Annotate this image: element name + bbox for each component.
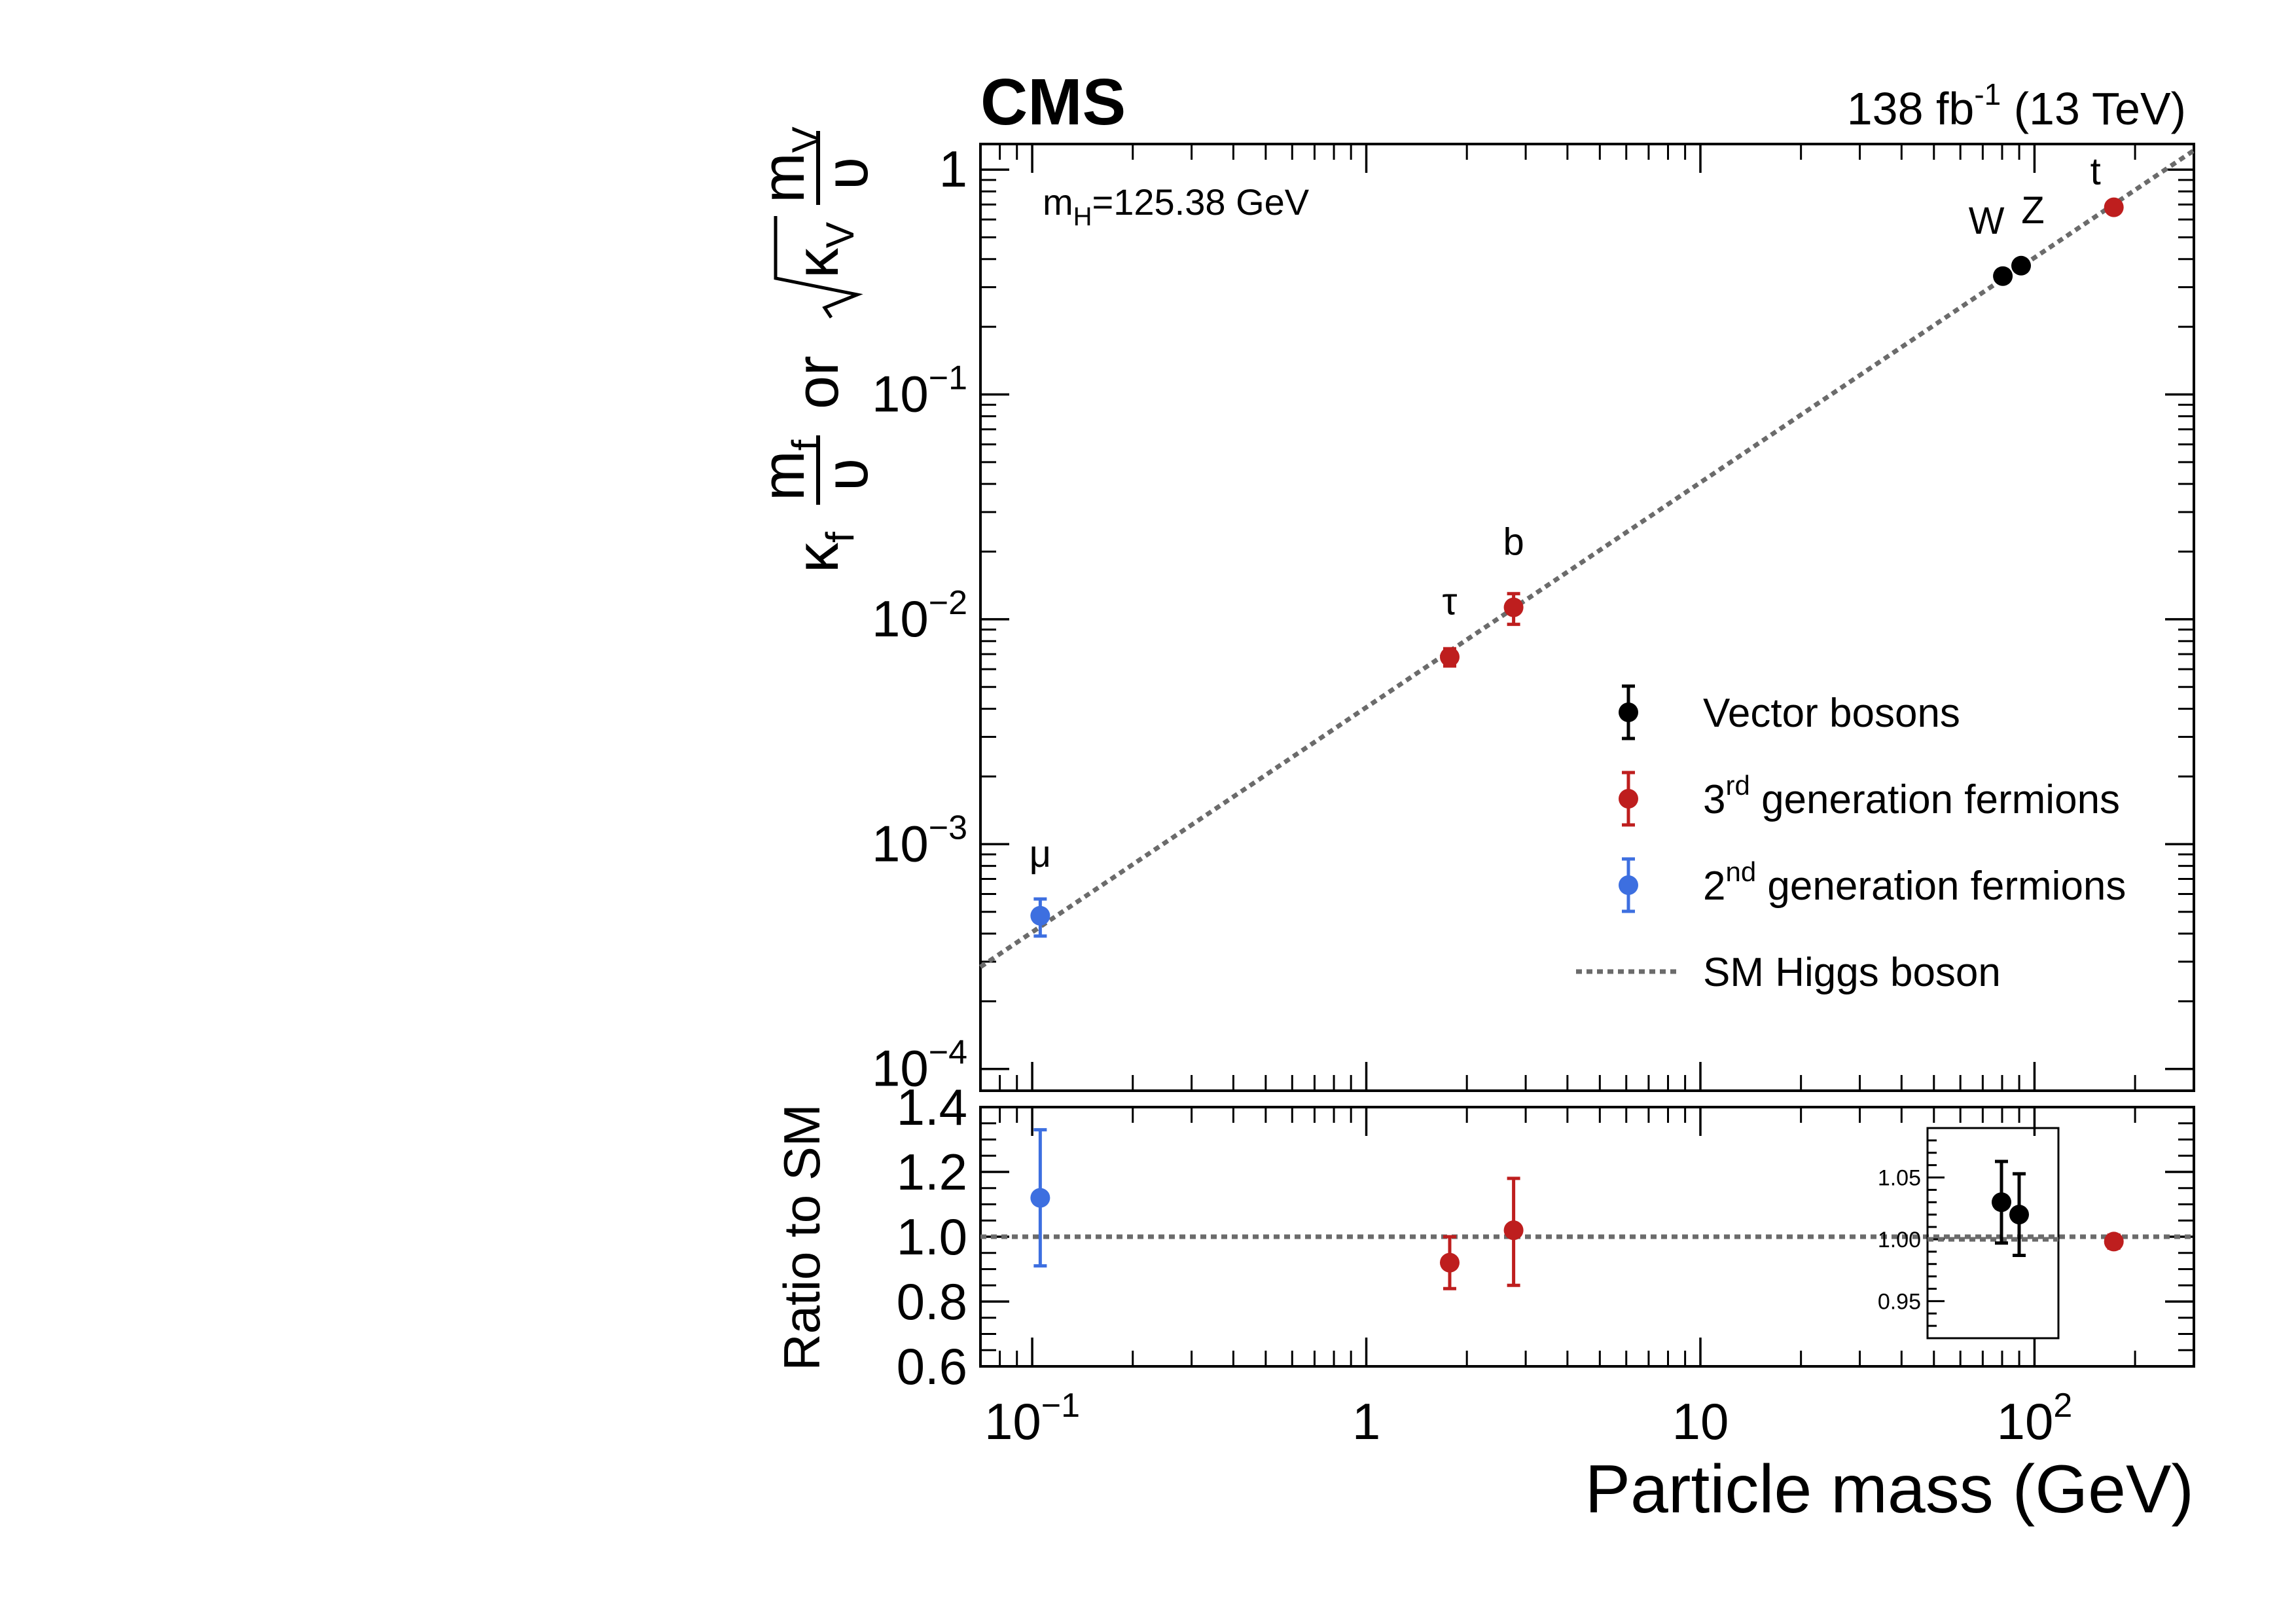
x-axis-label: Particle mass (GeV): [1585, 1451, 2194, 1527]
inset-panel: 0.95 1.00 1.05: [1878, 1127, 2060, 1340]
sm-higgs-line: [979, 148, 2195, 969]
ratio-point: [1503, 1220, 1524, 1241]
x-tick-label: 102: [1997, 1387, 2073, 1450]
higgs-mass-annotation: mH=125.38 GeV: [1043, 181, 1310, 231]
x-tick-label: 1: [1352, 1393, 1380, 1450]
particle-label: t: [2090, 151, 2101, 193]
main-panel: 1 10−1 10−2 10−3 10−4 μ τ b W Zt mH=125.38 GeV V…: [872, 140, 2195, 1097]
cms-label: CMS: [980, 65, 1126, 139]
legend-label: 2nd generation fermions: [1703, 856, 2126, 909]
ratio-point: [2104, 1231, 2124, 1252]
ratio-point: [1439, 1252, 1460, 1273]
main-y-tick-labels: 1 10−1 10−2 10−3 10−4: [872, 140, 967, 1097]
y-tick-label: 10−2: [872, 584, 967, 647]
main-axis-ticks: [979, 144, 2195, 1091]
data-point: [2104, 197, 2124, 217]
inset-content: 0.95 1.00 1.05: [1878, 1139, 2058, 1327]
y-tick-label: 1: [939, 140, 967, 198]
data-point: [2011, 255, 2032, 276]
svg-text:κf: κf: [784, 532, 862, 573]
inset-tick-label: 1.05: [1878, 1166, 1921, 1191]
y-tick-label: 10−3: [872, 809, 967, 872]
ratio-y-tick-label: 0.6: [897, 1338, 967, 1395]
particle-label: W: [1969, 200, 2005, 242]
ratio-point: [1030, 1188, 1050, 1208]
inset-point: [1992, 1192, 2011, 1213]
svg-text:or: or: [784, 356, 851, 409]
main-frame: [979, 143, 2195, 1092]
ratio-axis-ticks: [979, 1106, 2195, 1368]
svg-text:υ: υ: [814, 157, 880, 190]
ratio-data-points: [1030, 1128, 2124, 1290]
main-data-points: μ τ b W Zt: [1030, 151, 2124, 938]
particle-label: b: [1503, 521, 1524, 564]
ratio-axis-label: Ratio to SM: [773, 1104, 831, 1370]
ratio-y-tick-labels: 0.6 0.8 1.0 1.2 1.4: [897, 1078, 967, 1395]
x-tick-labels: 10−1 1 10 102: [984, 1387, 2072, 1450]
legend-marker: [1619, 789, 1638, 809]
data-point: [1993, 266, 2013, 286]
svg-text:κV: κV: [784, 222, 862, 278]
legend-marker: [1619, 875, 1638, 895]
legend-marker: [1619, 702, 1638, 722]
inset-point: [2009, 1205, 2029, 1225]
y-tick-label: 10−1: [872, 359, 967, 423]
x-tick-label: 10: [1672, 1393, 1729, 1450]
y-axis-label: κf mf υ or κV mV υ: [750, 126, 880, 573]
ratio-y-tick-label: 1.4: [897, 1078, 967, 1136]
particle-label: μ: [1030, 833, 1051, 875]
inset-frame: [1926, 1127, 2060, 1340]
ratio-y-tick-label: 0.8: [897, 1273, 967, 1330]
data-point: [1503, 597, 1524, 617]
svg-text:mV: mV: [750, 126, 828, 203]
luminosity-label: 138 fb-1 (13 TeV): [1847, 77, 2186, 134]
legend-label: 3rd generation fermions: [1703, 770, 2120, 822]
legend-label: SM Higgs boson: [1703, 950, 2001, 995]
legend-label: Vector bosons: [1703, 691, 1960, 736]
inset-tick-label: 1.00: [1878, 1228, 1921, 1252]
inset-tick-label: 0.95: [1878, 1289, 1921, 1314]
ratio-y-tick-label: 1.0: [897, 1208, 967, 1266]
particle-label: τ: [1443, 580, 1458, 623]
y-tick-label: 10−4: [872, 1034, 967, 1097]
x-tick-label: 10−1: [984, 1387, 1080, 1450]
data-point: [1439, 647, 1460, 667]
data-point: [1030, 905, 1050, 926]
legend: Vector bosons 3rd generation fermions 2nd …: [1576, 684, 2126, 995]
ratio-panel: 0.6 0.8 1.0 1.2 1.4 0.95 1.00 1.05 10−1 1 10 102: [897, 1078, 2195, 1450]
ratio-y-tick-label: 1.2: [897, 1143, 967, 1201]
svg-text:υ: υ: [814, 458, 880, 491]
particle-label: Z: [2021, 189, 2044, 232]
